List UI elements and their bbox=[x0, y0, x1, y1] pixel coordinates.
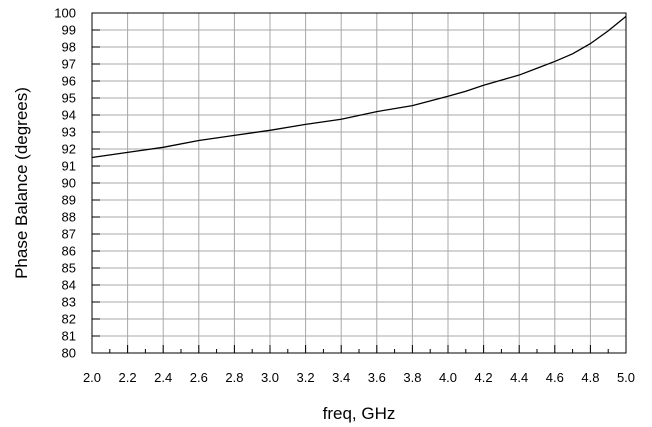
x-tick-label: 4.8 bbox=[581, 370, 599, 385]
y-tick-label: 82 bbox=[62, 312, 76, 327]
y-tick-label: 95 bbox=[62, 91, 76, 106]
x-tick-label: 3.6 bbox=[368, 370, 386, 385]
y-tick-label: 85 bbox=[62, 261, 76, 276]
x-tick-label: 2.6 bbox=[190, 370, 208, 385]
plot-frame bbox=[91, 12, 627, 354]
y-tick-label: 93 bbox=[62, 125, 76, 140]
y-tick-label: 90 bbox=[62, 176, 76, 191]
series-lines bbox=[91, 15, 627, 159]
series-line bbox=[91, 15, 627, 159]
y-tick-labels: 80 81 82 83 84 85 86 87 88 89 90 91 92 93 94 95 96 97 98 99… bbox=[54, 6, 76, 361]
x-tick-label: 3.0 bbox=[261, 370, 279, 385]
y-tick-label: 94 bbox=[62, 108, 76, 123]
x-tick-label: 2.0 bbox=[83, 370, 101, 385]
x-tick-label: 2.8 bbox=[225, 370, 243, 385]
y-tick-label: 80 bbox=[62, 346, 76, 361]
x-tick-label: 4.0 bbox=[439, 370, 457, 385]
y-tick-label: 89 bbox=[62, 193, 76, 208]
x-tick-label: 5.0 bbox=[617, 370, 635, 385]
y-tick-label: 98 bbox=[62, 40, 76, 55]
y-tick-label: 86 bbox=[62, 244, 76, 259]
y-tick-label: 83 bbox=[62, 295, 76, 310]
x-tick-label: 3.4 bbox=[332, 370, 350, 385]
y-tick-label: 99 bbox=[62, 23, 76, 38]
y-tick-label: 87 bbox=[62, 227, 76, 242]
y-tick-label: 81 bbox=[62, 329, 76, 344]
x-tick-label: 2.4 bbox=[154, 370, 172, 385]
y-tick-label: 100 bbox=[54, 6, 76, 21]
x-tick-label: 4.2 bbox=[475, 370, 493, 385]
y-tick-label: 84 bbox=[62, 278, 76, 293]
x-tick-label: 2.2 bbox=[119, 370, 137, 385]
y-axis-title: Phase Balance (degrees) bbox=[12, 87, 31, 279]
x-tick-label: 4.6 bbox=[546, 370, 564, 385]
grid-lines bbox=[91, 12, 627, 354]
x-tick-label: 4.4 bbox=[510, 370, 528, 385]
y-tick-label: 97 bbox=[62, 57, 76, 72]
x-axis-title: freq, GHz bbox=[323, 404, 396, 423]
y-tick-label: 88 bbox=[62, 210, 76, 225]
y-tick-label: 91 bbox=[62, 159, 76, 174]
y-tick-label: 92 bbox=[62, 142, 76, 157]
x-tick-labels: 2.0 2.2 2.4 2.6 2.8 3.0 3.2 3.4 3.6 3.8 4.0 4.2 4.4 4… bbox=[83, 370, 635, 385]
y-tick-label: 96 bbox=[62, 74, 76, 89]
x-tick-label: 3.8 bbox=[403, 370, 421, 385]
x-tick-label: 3.2 bbox=[297, 370, 315, 385]
